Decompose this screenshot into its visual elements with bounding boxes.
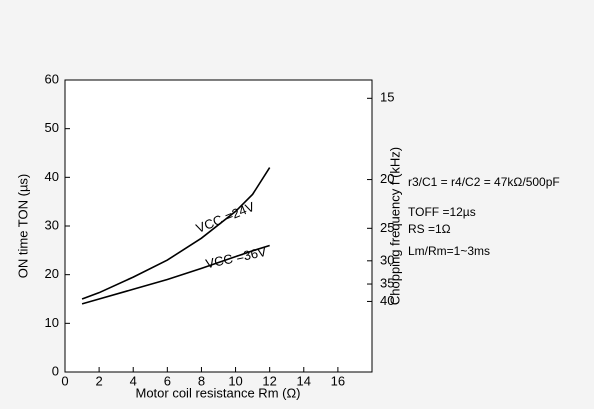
plot-area — [64, 79, 373, 373]
y2-axis-label: Chopping frequency f (kHz) — [387, 147, 402, 305]
y-tick-label: 0 — [52, 363, 59, 378]
y-tick-label: 30 — [45, 217, 59, 232]
x-tick-label: 4 — [130, 373, 137, 388]
series-line — [81, 244, 270, 305]
y2-tick-label: 35 — [380, 275, 394, 290]
x-tick-label: 0 — [61, 373, 68, 388]
y2-tick-label: 25 — [380, 220, 394, 235]
x-tick-label: 2 — [95, 373, 102, 388]
y-axis-label: ON time TON (µs) — [15, 174, 30, 279]
x-tick-label: 10 — [228, 373, 242, 388]
x-tick-label: 12 — [262, 373, 276, 388]
y2-tick-label: 40 — [380, 293, 394, 308]
annotation: r3/C1 = r4/C2 = 47kΩ/500pF — [408, 175, 560, 189]
y-tick-label: 10 — [45, 315, 59, 330]
y-tick-label: 60 — [45, 71, 59, 86]
y-tick-label: 50 — [45, 120, 59, 135]
annotation: RS =1Ω — [408, 222, 451, 236]
x-tick-label: 8 — [198, 373, 205, 388]
y2-tick-label: 15 — [380, 90, 394, 105]
annotation: Lm/Rm=1~3ms — [408, 244, 490, 258]
x-tick-label: 16 — [331, 373, 345, 388]
y-tick-label: 40 — [45, 169, 59, 184]
x-tick-label: 14 — [297, 373, 311, 388]
series-line — [81, 167, 271, 300]
y2-tick-label: 30 — [380, 252, 394, 267]
annotation: TOFF =12µs — [408, 205, 476, 219]
y-tick-label: 20 — [45, 266, 59, 281]
x-tick-label: 6 — [164, 373, 171, 388]
x-axis-label: Motor coil resistance Rm (Ω) — [135, 385, 300, 400]
y2-tick-label: 20 — [380, 171, 394, 186]
